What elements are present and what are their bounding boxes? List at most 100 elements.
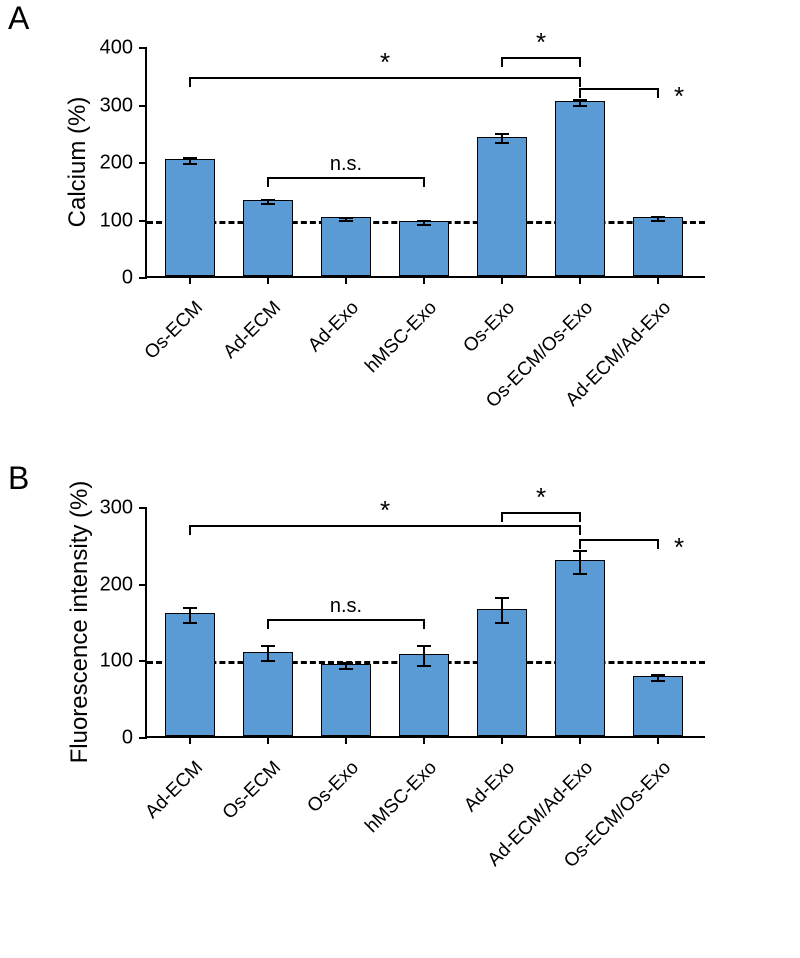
x-tick-label: Ad-Exo xyxy=(363,757,520,914)
x-tick xyxy=(267,736,269,744)
panel-b-chart: Fluorescence intensity (%) 0100200300Ad-… xyxy=(0,478,800,948)
error-bar-cap xyxy=(573,573,587,575)
significance-bracket-drop xyxy=(579,525,581,535)
y-tick xyxy=(139,660,147,662)
significance-bracket-drop xyxy=(657,539,659,549)
significance-label: * xyxy=(536,27,546,58)
y-tick-label: 300 xyxy=(100,94,133,117)
x-tick xyxy=(345,736,347,744)
x-tick-label: hMSC-Exo xyxy=(285,297,442,454)
significance-bracket-drop xyxy=(579,539,581,549)
bar xyxy=(165,159,215,276)
panel-b: B Fluorescence intensity (%) 0100200300A… xyxy=(0,478,800,948)
error-bar xyxy=(579,551,581,574)
x-tick xyxy=(657,736,659,744)
significance-label: n.s. xyxy=(330,595,362,618)
significance-bracket-drop xyxy=(657,88,659,98)
x-tick xyxy=(189,276,191,284)
y-tick xyxy=(139,584,147,586)
error-bar-cap xyxy=(651,216,665,218)
significance-bracket-drop xyxy=(579,57,581,67)
significance-bracket-drop xyxy=(267,177,269,187)
x-tick-label: Os-ECM xyxy=(51,297,208,454)
x-tick xyxy=(579,276,581,284)
significance-bracket-drop xyxy=(423,177,425,187)
bar xyxy=(633,676,683,736)
x-tick xyxy=(657,276,659,284)
x-tick xyxy=(267,276,269,284)
panel-b-y-title: Fluorescence intensity (%) xyxy=(66,462,94,782)
y-tick-label: 300 xyxy=(100,497,133,520)
error-bar-cap xyxy=(183,163,197,165)
figure: A Calcium (%) 0100200300400Os-ECMAd-ECMA… xyxy=(0,0,800,958)
error-bar-cap xyxy=(261,203,275,205)
x-tick-label: Ad-ECM xyxy=(129,297,286,454)
error-bar-cap xyxy=(573,550,587,552)
bar xyxy=(633,217,683,276)
significance-bracket-drop xyxy=(189,77,191,87)
significance-bracket-drop xyxy=(267,619,269,629)
error-bar-cap xyxy=(573,105,587,107)
significance-bracket-drop xyxy=(579,77,581,87)
error-bar-cap xyxy=(183,157,197,159)
y-tick xyxy=(139,105,147,107)
panel-b-plot: 0100200300Ad-ECMOs-ECMOs-ExohMSC-ExoAd-E… xyxy=(145,508,705,738)
x-tick xyxy=(501,276,503,284)
x-tick-label: Os-ECM/Os-Exo xyxy=(519,757,676,914)
bar xyxy=(243,200,293,276)
error-bar-cap xyxy=(339,662,353,664)
y-tick xyxy=(139,220,147,222)
error-bar-cap xyxy=(183,607,197,609)
x-tick-label: Os-Exo xyxy=(207,757,364,914)
panel-a-plot: 0100200300400Os-ECMAd-ECMAd-ExohMSC-ExoO… xyxy=(145,48,705,278)
bar xyxy=(555,101,605,276)
y-tick xyxy=(139,162,147,164)
x-tick-label: Os-ECM/Os-Exo xyxy=(441,297,598,454)
x-tick xyxy=(423,276,425,284)
error-bar-cap xyxy=(651,680,665,682)
error-bar-cap xyxy=(495,597,509,599)
y-tick xyxy=(139,737,147,739)
panel-a-y-title: Calcium (%) xyxy=(64,62,92,262)
x-tick-label: Os-ECM xyxy=(129,757,286,914)
x-tick xyxy=(189,736,191,744)
x-tick-label: Ad-ECM/Ad-Exo xyxy=(441,757,598,914)
x-tick-label: hMSC-Exo xyxy=(285,757,442,914)
significance-bracket-drop xyxy=(501,57,503,67)
significance-label: * xyxy=(674,81,684,112)
x-tick-label: Ad-Exo xyxy=(207,297,364,454)
y-tick-label: 400 xyxy=(100,37,133,60)
x-tick-label: Os-Exo xyxy=(363,297,520,454)
y-tick-label: 0 xyxy=(122,267,133,290)
y-tick-label: 100 xyxy=(100,650,133,673)
error-bar-cap xyxy=(339,220,353,222)
error-bar-cap xyxy=(417,220,431,222)
error-bar-cap xyxy=(573,99,587,101)
significance-bracket xyxy=(268,619,424,621)
bar xyxy=(321,217,371,276)
error-bar-cap xyxy=(651,674,665,676)
y-tick-label: 100 xyxy=(100,209,133,232)
y-tick-label: 200 xyxy=(100,573,133,596)
y-tick xyxy=(139,277,147,279)
significance-bracket-drop xyxy=(189,525,191,535)
error-bar xyxy=(189,608,191,623)
error-bar-cap xyxy=(651,220,665,222)
error-bar-cap xyxy=(261,660,275,662)
error-bar-cap xyxy=(261,199,275,201)
error-bar xyxy=(423,646,425,666)
significance-bracket xyxy=(580,539,658,541)
error-bar-cap xyxy=(495,133,509,135)
significance-bracket xyxy=(268,177,424,179)
error-bar xyxy=(267,646,269,661)
error-bar-cap xyxy=(417,665,431,667)
error-bar xyxy=(501,598,503,623)
x-tick xyxy=(579,736,581,744)
error-bar-cap xyxy=(495,622,509,624)
bar xyxy=(477,137,527,276)
significance-label: * xyxy=(536,482,546,513)
error-bar-cap xyxy=(339,668,353,670)
significance-bracket-drop xyxy=(423,619,425,629)
error-bar-cap xyxy=(417,224,431,226)
x-tick xyxy=(501,736,503,744)
